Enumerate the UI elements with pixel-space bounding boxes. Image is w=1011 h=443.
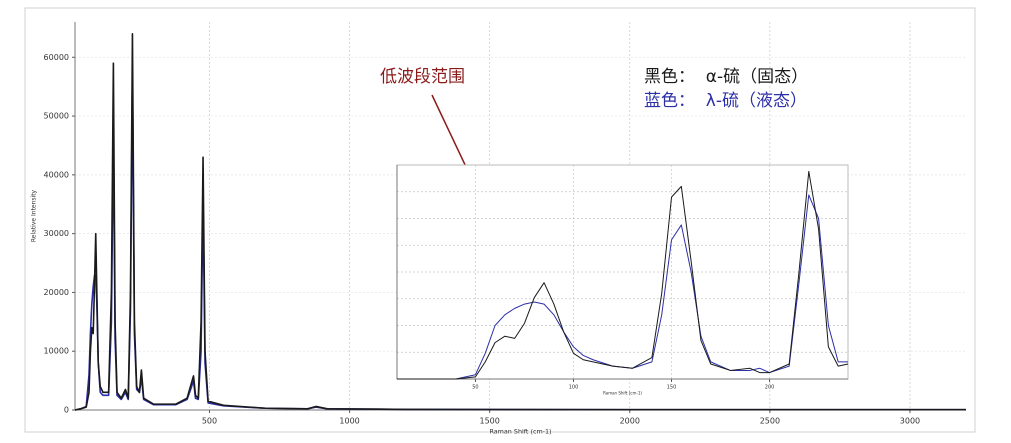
x-tick-label: 3000: [900, 417, 920, 426]
legend-entry: 蓝色： λ-硫（液态）: [644, 91, 807, 111]
series-line: [397, 194, 848, 380]
series-line: [74, 32, 966, 411]
x-axis-label: Raman Shift (cm-1): [603, 391, 642, 396]
y-tick-label: 30000: [44, 229, 69, 238]
frame: [24, 7, 976, 433]
y-axis-label: Relative Intensity: [31, 189, 38, 242]
x-tick-label: 150: [667, 385, 677, 391]
y-tick-label: 0: [64, 406, 69, 415]
annotation: 低波段范围: [380, 67, 465, 87]
x-tick-label: 100: [569, 385, 579, 391]
x-tick-label: 500: [202, 417, 217, 426]
y-tick-label: 20000: [44, 288, 69, 297]
series-line: [397, 170, 849, 380]
x-tick-label: 2500: [760, 417, 780, 426]
x-tick-label: 50: [472, 385, 478, 391]
x-tick-label: 1000: [339, 417, 359, 426]
y-tick-label: 60000: [44, 53, 69, 62]
x-tick-label: 200: [765, 385, 775, 391]
legend-entry: 黑色： α-硫（固态）: [644, 67, 808, 87]
y-tick-label: 10000: [44, 347, 69, 356]
x-axis-label: Raman Shift (cm-1): [489, 427, 551, 435]
y-tick-label: 40000: [44, 170, 69, 179]
y-tick-label: 50000: [44, 112, 69, 121]
x-tick-label: 1500: [479, 417, 499, 426]
x-tick-label: 2000: [620, 417, 640, 426]
